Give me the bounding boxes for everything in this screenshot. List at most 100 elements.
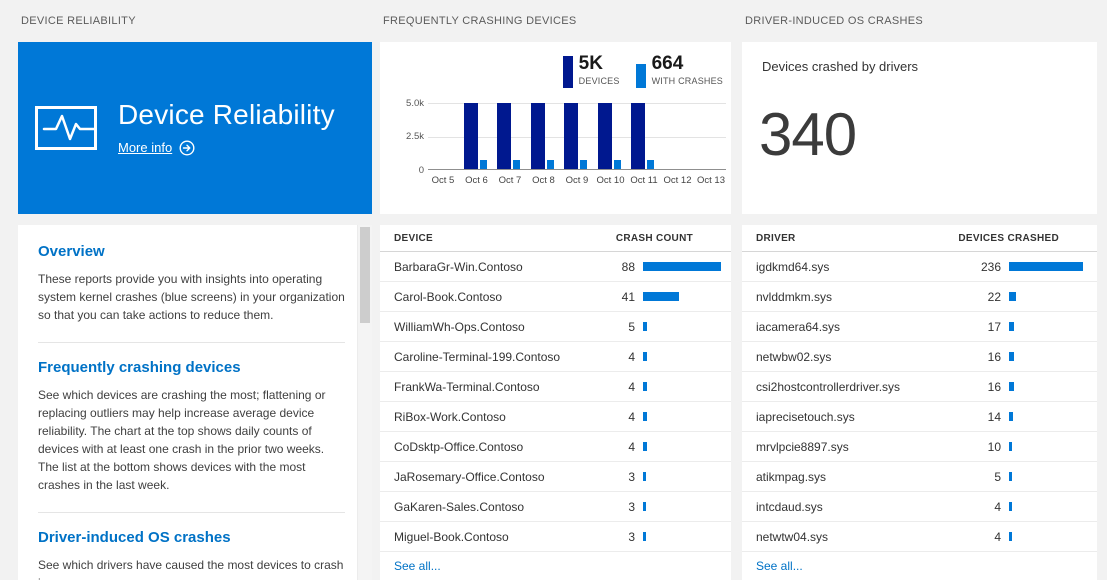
count-bar <box>643 442 647 451</box>
x-tick-label: Oct 9 <box>565 175 589 186</box>
column-header-devices-crashed: DEVICES CRASHED <box>958 232 1059 244</box>
section-heading: Overview <box>38 243 105 260</box>
scrollbar-thumb[interactable] <box>360 227 370 323</box>
legend-value: 5K <box>578 53 603 74</box>
row-bar-track <box>643 262 725 271</box>
column-device-reliability: DEVICE RELIABILITY Device Reliability Mo… <box>18 0 372 580</box>
x-tick-label: Oct 10 <box>596 175 625 186</box>
y-tick-label: 2.5k <box>406 131 424 142</box>
count-bar <box>1009 472 1012 481</box>
device-row[interactable]: GaKaren-Sales.Contoso 3 <box>380 492 731 522</box>
more-info-link[interactable]: More info <box>118 140 195 156</box>
vertical-scrollbar[interactable] <box>357 225 372 580</box>
bar-devices-with-crashes <box>647 160 654 169</box>
crash-chart-plot <box>428 103 726 170</box>
row-bar-track <box>1009 472 1091 481</box>
drivers-table-panel: DRIVER DEVICES CRASHED igdkmd64.sys 236 nv… <box>742 225 1097 580</box>
section-frequently-crashing: Frequently crashing devices See which de… <box>38 342 345 512</box>
driver-row[interactable]: intcdaud.sys 4 <box>742 492 1097 522</box>
device-row[interactable]: CoDsktp-Office.Contoso 4 <box>380 432 731 462</box>
crash-chart-panel: 5K DEVICES 664 WITH CRASHES 5.0k 2.5k 0 Oc… <box>380 42 731 214</box>
count-bar <box>1009 352 1014 361</box>
row-name: csi2hostcontrollerdriver.sys <box>756 379 901 394</box>
count-bar <box>643 472 646 481</box>
bar-devices <box>497 103 511 169</box>
legend-label: DEVICES <box>578 76 620 86</box>
row-count: 14 <box>987 409 1001 424</box>
devices-see-all-link[interactable]: See all... <box>394 558 441 573</box>
driver-row[interactable]: csi2hostcontrollerdriver.sys 16 <box>742 372 1097 402</box>
device-row[interactable]: Miguel-Book.Contoso 3 <box>380 522 731 552</box>
drivers-table-header: DRIVER DEVICES CRASHED <box>742 225 1097 252</box>
row-name: WilliamWh-Ops.Contoso <box>394 319 525 334</box>
column-header-device: DEVICE <box>394 232 434 244</box>
driver-row[interactable]: atikmpag.sys 5 <box>742 462 1097 492</box>
row-name: GaKaren-Sales.Contoso <box>394 499 525 514</box>
drivers-summary-subtitle: Devices crashed by drivers <box>762 59 919 74</box>
y-tick-label: 0 <box>418 164 424 176</box>
y-tick-label: 5.0k <box>406 97 424 109</box>
row-name: igdkmd64.sys <box>756 259 830 274</box>
legend-swatch <box>635 64 646 88</box>
drivers-see-all-link[interactable]: See all... <box>756 558 803 573</box>
count-bar <box>1009 382 1014 391</box>
section-heading: Driver-induced OS crashes <box>38 529 231 546</box>
device-row[interactable]: Caroline-Terminal-199.Contoso 4 <box>380 342 731 372</box>
count-bar <box>1009 532 1012 541</box>
driver-row[interactable]: iaprecisetouch.sys 14 <box>742 402 1097 432</box>
row-name: iaprecisetouch.sys <box>756 409 855 424</box>
row-count: 4 <box>994 499 1001 514</box>
column-header-driver-induced: DRIVER-INDUCED OS CRASHES <box>745 15 924 27</box>
drivers-crashed-total: 340 <box>759 101 857 168</box>
row-bar-track <box>1009 532 1091 541</box>
drivers-summary-panel: Devices crashed by drivers 340 <box>742 42 1097 214</box>
devices-table-panel: DEVICE CRASH COUNT BarbaraGr-Win.Contoso… <box>380 225 731 580</box>
section-body: These reports provide you with insights … <box>38 272 345 322</box>
driver-row[interactable]: nvlddmkm.sys 22 <box>742 282 1097 312</box>
row-count: 3 <box>628 469 635 484</box>
section-body: See which devices are crashing the most;… <box>38 388 326 492</box>
device-row[interactable]: JaRosemary-Office.Contoso 3 <box>380 462 731 492</box>
device-row[interactable]: Carol-Book.Contoso 41 <box>380 282 731 312</box>
row-bar-track <box>643 292 725 301</box>
x-tick-label: Oct 8 <box>532 175 555 186</box>
row-name: Carol-Book.Contoso <box>394 289 503 304</box>
row-name: Caroline-Terminal-199.Contoso <box>394 349 561 364</box>
x-tick-label: Oct 12 <box>663 175 692 186</box>
device-row[interactable]: RiBox-Work.Contoso 4 <box>380 402 731 432</box>
driver-row[interactable]: netwtw04.sys 4 <box>742 522 1097 552</box>
device-reliability-tile[interactable]: Device Reliability More info <box>18 42 372 214</box>
row-count: 4 <box>628 409 635 424</box>
bar-devices <box>463 103 478 169</box>
column-header-device-reliability: DEVICE RELIABILITY <box>21 15 136 27</box>
devices-table-header: DEVICE CRASH COUNT <box>380 225 731 252</box>
row-name: Miguel-Book.Contoso <box>394 529 509 544</box>
row-name: mrvlpcie8897.sys <box>756 439 849 454</box>
column-header-crash-count: CRASH COUNT <box>615 232 693 244</box>
driver-row[interactable]: mrvlpcie8897.sys 10 <box>742 432 1097 462</box>
device-row[interactable]: WilliamWh-Ops.Contoso 5 <box>380 312 731 342</box>
row-count: 4 <box>628 439 635 454</box>
row-count: 41 <box>621 289 635 304</box>
bar-devices <box>597 103 612 169</box>
driver-row[interactable]: netwbw02.sys 16 <box>742 342 1097 372</box>
arrow-right-circle-icon <box>179 140 195 156</box>
row-count: 22 <box>987 289 1001 304</box>
row-bar-track <box>643 412 725 421</box>
count-bar <box>1009 292 1016 301</box>
row-count: 5 <box>994 469 1001 484</box>
driver-row[interactable]: igdkmd64.sys 236 <box>742 252 1097 282</box>
count-bar <box>643 322 647 331</box>
count-bar <box>643 502 646 511</box>
device-row[interactable]: BarbaraGr-Win.Contoso 88 <box>380 252 731 282</box>
bar-devices-with-crashes <box>546 160 554 169</box>
count-bar <box>643 532 646 541</box>
bar-devices <box>564 103 578 169</box>
device-row[interactable]: FrankWa-Terminal.Contoso 4 <box>380 372 731 402</box>
count-bar <box>643 292 679 301</box>
driver-row[interactable]: iacamera64.sys 17 <box>742 312 1097 342</box>
more-info-label: More info <box>118 140 173 156</box>
count-bar <box>1009 442 1012 451</box>
legend-value: 664 <box>651 53 684 74</box>
row-name: netwtw04.sys <box>756 529 829 544</box>
